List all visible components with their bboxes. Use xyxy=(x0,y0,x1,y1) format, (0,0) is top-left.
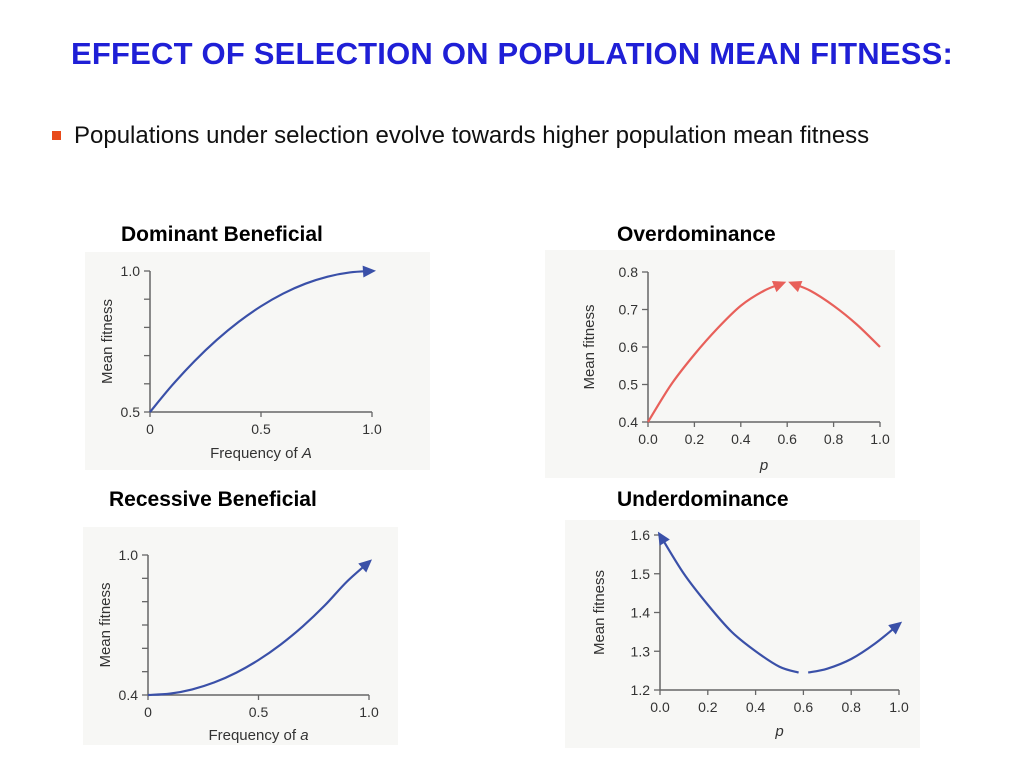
y-tick-label: 0.6 xyxy=(619,339,639,355)
figure-background-overdominance xyxy=(545,250,895,478)
y-tick-label: 1.0 xyxy=(121,263,141,279)
y-axis-label: Mean fitness xyxy=(99,299,116,384)
y-axis-label: Mean fitness xyxy=(591,570,608,655)
slide-title: EFFECT OF SELECTION ON POPULATION MEAN F… xyxy=(70,36,953,71)
x-tick-label: 1.0 xyxy=(362,421,382,437)
x-tick-label: 0.8 xyxy=(841,699,861,715)
series-line xyxy=(647,282,783,423)
arrowhead-icon xyxy=(888,621,903,635)
series-line xyxy=(149,269,373,413)
arrowhead-icon xyxy=(657,531,670,546)
figure-background-dominant xyxy=(85,252,430,470)
x-tick-label: 0.4 xyxy=(746,699,766,715)
y-tick-label: 1.0 xyxy=(119,547,139,563)
panel-title-recessive-beneficial: Recessive Beneficial xyxy=(109,488,317,511)
y-axis-label: Mean fitness xyxy=(581,304,598,389)
y-tick-label: 0.4 xyxy=(119,687,139,703)
y-tick-label: 1.2 xyxy=(631,682,651,698)
x-tick-label: 0.8 xyxy=(824,431,844,447)
series-line xyxy=(807,623,900,674)
panel-title-overdominance: Overdominance xyxy=(617,223,776,246)
x-axis-label: Frequency of A xyxy=(210,445,312,462)
y-tick-label: 1.6 xyxy=(631,527,651,543)
series-line xyxy=(791,282,881,348)
y-tick-label: 1.3 xyxy=(631,643,651,659)
x-tick-label: 1.0 xyxy=(870,431,890,447)
x-tick-label: 0.4 xyxy=(731,431,751,447)
y-tick-label: 1.4 xyxy=(631,605,651,621)
x-tick-label: 0.6 xyxy=(794,699,814,715)
y-axis-label: Mean fitness xyxy=(97,582,114,667)
bullet-point: Populations under selection evolve towar… xyxy=(52,120,952,152)
x-axis-label: p xyxy=(759,457,768,474)
arrowhead-icon xyxy=(358,559,372,573)
x-tick-label: 1.0 xyxy=(889,699,909,715)
bullet-text: Populations under selection evolve towar… xyxy=(74,122,870,149)
x-tick-label: 0.2 xyxy=(698,699,718,715)
figure-background-underdominance xyxy=(565,520,920,748)
y-tick-label: 0.4 xyxy=(619,414,639,430)
x-tick-label: 0 xyxy=(146,421,154,437)
x-axis-label: Frequency of a xyxy=(208,727,308,744)
x-tick-label: 0.0 xyxy=(638,431,658,447)
y-tick-label: 0.7 xyxy=(619,302,639,318)
x-tick-label: 1.0 xyxy=(359,704,379,720)
y-tick-label: 0.5 xyxy=(121,404,141,420)
y-tick-label: 1.5 xyxy=(631,566,651,582)
y-tick-label: 0.5 xyxy=(619,377,639,393)
x-tick-label: 0.6 xyxy=(777,431,797,447)
series-line xyxy=(147,561,370,697)
panel-title-underdominance: Underdominance xyxy=(617,488,789,511)
series-line xyxy=(659,534,799,674)
arrowhead-icon xyxy=(771,281,787,293)
x-tick-label: 0.5 xyxy=(251,421,271,437)
square-bullet-icon xyxy=(52,131,61,140)
chart-4: 0.0 0.2 0.4 0.6 0.8 1.0 1.2 1.3 1.4 1.5 1.6 p Mean f… xyxy=(591,527,909,740)
chart-1: 0 0.5 1.0 0.5 1.0 Frequency of A Mean fitness xyxy=(99,263,382,462)
x-tick-label: 0.0 xyxy=(650,699,670,715)
arrowhead-icon xyxy=(788,281,803,293)
chart-3: 0 0.5 1.0 0.4 1.0 Frequency of a Mean fitness xyxy=(97,547,379,744)
figure-background-recessive xyxy=(83,527,398,745)
x-tick-label: 0.5 xyxy=(249,704,269,720)
x-axis-label: p xyxy=(774,723,783,740)
y-tick-label: 0.8 xyxy=(619,264,639,280)
arrowhead-icon xyxy=(362,265,376,278)
chart-2: 0.0 0.2 0.4 0.6 0.8 1.0 0.4 0.5 0.6 0.7 0.8 p Mean f… xyxy=(581,264,890,474)
x-tick-label: 0 xyxy=(144,704,152,720)
panel-title-dominant-beneficial: Dominant Beneficial xyxy=(121,223,323,246)
x-tick-label: 0.2 xyxy=(685,431,705,447)
